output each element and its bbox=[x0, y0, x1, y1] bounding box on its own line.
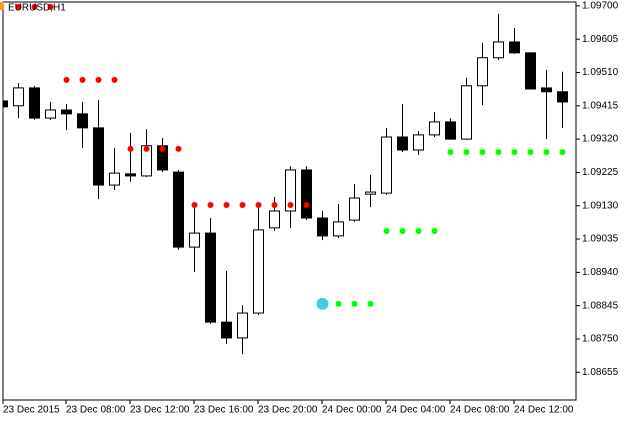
signal-dot bbox=[351, 300, 358, 307]
candle-body bbox=[13, 87, 24, 107]
candle-body bbox=[125, 173, 136, 177]
candle-body bbox=[301, 169, 312, 219]
candle-body bbox=[93, 127, 104, 186]
signal-dot bbox=[31, 3, 38, 10]
signal-dot bbox=[479, 149, 486, 156]
candle-body bbox=[285, 169, 296, 212]
candle-body bbox=[45, 109, 56, 119]
signal-dot bbox=[316, 297, 329, 310]
x-tick-label: 24 Dec 12:00 bbox=[514, 405, 574, 416]
signal-dot bbox=[335, 300, 342, 307]
candle-body bbox=[509, 41, 520, 54]
y-tick-label: 1.08845 bbox=[582, 300, 619, 311]
signal-dot bbox=[111, 76, 118, 83]
candle-body bbox=[269, 210, 280, 229]
candle-body bbox=[365, 191, 376, 195]
signal-dot bbox=[511, 149, 518, 156]
chart-title: EURUSD,H1 bbox=[8, 3, 66, 14]
y-tick-label: 1.08655 bbox=[582, 367, 619, 378]
signal-dot bbox=[255, 202, 262, 209]
candle-body bbox=[493, 41, 504, 59]
candle-body bbox=[61, 109, 72, 115]
y-tick-label: 1.09700 bbox=[582, 0, 619, 11]
x-tick-label: 23 Dec 2015 bbox=[3, 405, 60, 416]
status-icon bbox=[0, 2, 4, 10]
candle-body bbox=[205, 232, 216, 323]
signal-dot bbox=[207, 202, 214, 209]
candle-body bbox=[317, 217, 328, 237]
candle-body bbox=[173, 171, 184, 248]
x-tick-label: 24 Dec 00:00 bbox=[322, 405, 382, 416]
candle-body bbox=[221, 321, 232, 339]
signal-dot bbox=[399, 227, 406, 234]
signal-dot bbox=[239, 202, 246, 209]
candle-body bbox=[189, 232, 200, 248]
candle-body bbox=[141, 145, 152, 177]
candle-body bbox=[77, 113, 88, 129]
candle-body bbox=[397, 136, 408, 151]
x-tick-label: 23 Dec 16:00 bbox=[194, 405, 254, 416]
signal-dot bbox=[527, 149, 534, 156]
x-tick-label: 24 Dec 08:00 bbox=[450, 405, 510, 416]
signal-dot bbox=[143, 145, 150, 152]
y-tick-label: 1.09415 bbox=[582, 100, 619, 111]
y-tick-label: 1.09510 bbox=[582, 67, 619, 78]
signal-dot bbox=[431, 227, 438, 234]
signal-dot bbox=[159, 145, 166, 152]
signal-dot bbox=[559, 149, 566, 156]
signal-dot bbox=[287, 202, 294, 209]
candle-body bbox=[525, 52, 536, 90]
candle-body bbox=[381, 136, 392, 194]
candle-body bbox=[157, 145, 168, 171]
signal-dot bbox=[383, 227, 390, 234]
signal-dot bbox=[191, 202, 198, 209]
candle-body bbox=[349, 197, 360, 221]
candle-body bbox=[477, 57, 488, 87]
y-tick-label: 1.09035 bbox=[582, 234, 619, 245]
y-tick-label: 1.09605 bbox=[582, 34, 619, 45]
candle-body bbox=[445, 121, 456, 140]
candle-body bbox=[333, 221, 344, 237]
y-tick-label: 1.09130 bbox=[582, 200, 619, 211]
candle-body bbox=[29, 87, 40, 119]
signal-dot bbox=[63, 76, 70, 83]
signal-dot bbox=[15, 3, 22, 10]
candle-body bbox=[237, 312, 248, 339]
signal-dot bbox=[367, 300, 374, 307]
candle-body bbox=[253, 229, 264, 314]
plot-marks bbox=[3, 3, 568, 355]
candle-body bbox=[461, 85, 472, 140]
y-tick-label: 1.09320 bbox=[582, 134, 619, 145]
signal-dot bbox=[95, 76, 102, 83]
signal-dot bbox=[223, 202, 230, 209]
signal-dot bbox=[447, 149, 454, 156]
signal-dot bbox=[415, 227, 422, 234]
signal-dot bbox=[47, 3, 54, 10]
x-tick-label: 23 Dec 08:00 bbox=[66, 405, 126, 416]
x-tick-label: 23 Dec 12:00 bbox=[130, 405, 190, 416]
candle-body bbox=[109, 172, 120, 186]
signal-dot bbox=[495, 149, 502, 156]
y-tick-label: 1.09225 bbox=[582, 167, 619, 178]
candle-body bbox=[3, 100, 8, 108]
signal-dot bbox=[303, 202, 310, 209]
signal-dot bbox=[271, 202, 278, 209]
candle-body bbox=[541, 87, 552, 93]
signal-dot bbox=[175, 145, 182, 152]
y-tick-label: 1.08940 bbox=[582, 267, 619, 278]
signal-dot bbox=[543, 149, 550, 156]
signal-dot bbox=[463, 149, 470, 156]
candle-body bbox=[413, 134, 424, 151]
x-tick-label: 24 Dec 04:00 bbox=[386, 405, 446, 416]
candle-body bbox=[429, 121, 440, 136]
signal-dot bbox=[127, 145, 134, 152]
signal-dot bbox=[79, 76, 86, 83]
y-tick-label: 1.08750 bbox=[582, 334, 619, 345]
x-tick-label: 23 Dec 20:00 bbox=[258, 405, 318, 416]
candle-body bbox=[557, 91, 568, 103]
